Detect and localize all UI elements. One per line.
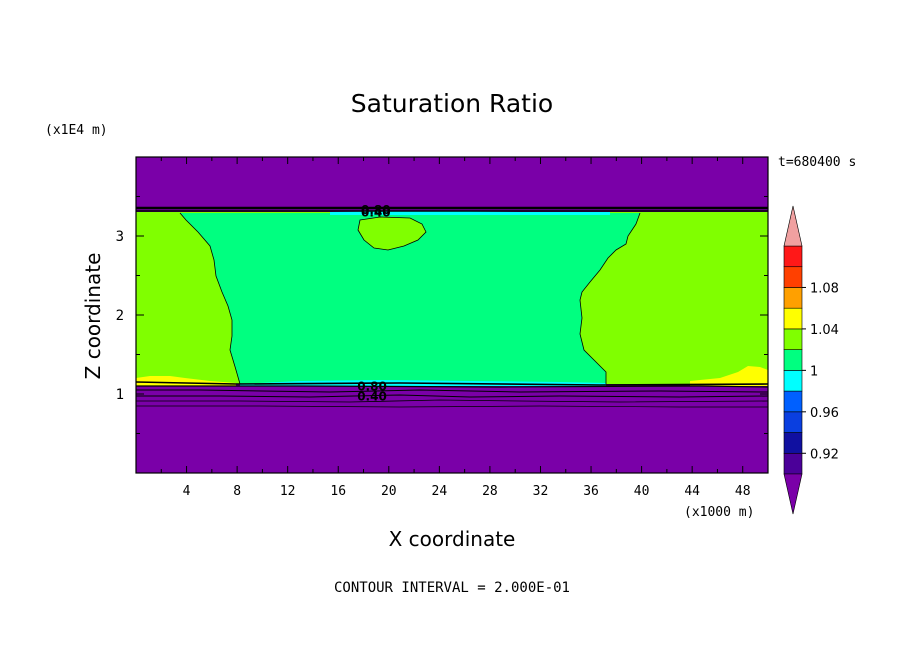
contour-line-left-boundary bbox=[179, 212, 241, 385]
colorbar-tick-label: 1.08 bbox=[810, 281, 839, 296]
contour-label: 0.40 bbox=[361, 206, 391, 220]
colorbar-tick-label: 0.92 bbox=[810, 447, 839, 462]
contour-label: 0.80 bbox=[357, 379, 387, 393]
colorbar-under-arrow bbox=[783, 473, 803, 515]
contour-line-base-5 bbox=[136, 399, 768, 403]
colorbar-swatch bbox=[783, 432, 803, 454]
x-tick-label: 4 bbox=[183, 484, 191, 499]
contour-line-bubble bbox=[357, 216, 427, 251]
colorbar-tick-label: 1.04 bbox=[810, 323, 839, 338]
contour-lines bbox=[136, 206, 768, 408]
x-tick-label: 20 bbox=[381, 484, 397, 499]
y-tick-label: 1 bbox=[116, 387, 124, 403]
time-label: t=680400 s bbox=[778, 155, 856, 170]
x-tick-label: 12 bbox=[280, 484, 296, 499]
x-tick-label: 24 bbox=[432, 484, 448, 499]
contour-line-base-4 bbox=[136, 394, 768, 398]
colorbar-tick-label: 1 bbox=[810, 364, 818, 379]
contour-line-base-3 bbox=[136, 389, 768, 393]
contour-line-right-boundary bbox=[579, 212, 641, 384]
supersaturated-region-right bbox=[690, 366, 768, 386]
colorbar: 0.92 0.96 1 1.04 1.08 bbox=[783, 205, 839, 515]
x-tick-label: 40 bbox=[634, 484, 650, 499]
colorbar-swatch bbox=[783, 390, 803, 413]
x-tick-label: 28 bbox=[482, 484, 498, 499]
plot-area: 0.800.400.800.40 4 8 12 16 20 24 28 32 36 40 44 48 … bbox=[116, 156, 769, 499]
colorbar-swatch bbox=[783, 452, 803, 475]
cloud-top-transition bbox=[330, 211, 610, 215]
contour-labels: 0.800.400.800.40 bbox=[357, 203, 390, 403]
saturated-bubble bbox=[358, 217, 426, 250]
contour-line-base-1 bbox=[136, 381, 768, 386]
colorbar-swatch bbox=[783, 245, 803, 268]
contour-label: 0.80 bbox=[361, 203, 391, 217]
y-axis-label: Z coordinate bbox=[81, 253, 105, 380]
y-tick-label: 2 bbox=[116, 308, 124, 324]
colorbar-over-arrow bbox=[783, 205, 803, 247]
y-axis-ticks: 1 2 3 bbox=[116, 196, 768, 434]
y-tick-label: 3 bbox=[116, 229, 124, 245]
x-axis-ticks: 4 8 12 16 20 24 28 32 36 40 44 48 bbox=[160, 157, 751, 499]
colorbar-swatch bbox=[783, 349, 803, 371]
x-tick-label: 16 bbox=[330, 484, 346, 499]
colorbar-swatch bbox=[783, 370, 803, 392]
x-axis-label: X coordinate bbox=[389, 527, 516, 551]
contour-line-base-2 bbox=[136, 385, 768, 388]
contour-line-base-6 bbox=[136, 405, 768, 408]
colorbar-swatch bbox=[783, 266, 803, 288]
x-tick-label: 36 bbox=[583, 484, 599, 499]
contour-label: 0.40 bbox=[357, 390, 387, 404]
y-unit-label: (x1E4 m) bbox=[45, 123, 108, 138]
colorbar-swatch bbox=[783, 411, 803, 433]
x-tick-label: 44 bbox=[684, 484, 700, 499]
colorbar-swatch bbox=[783, 328, 803, 350]
contour-interval-label: CONTOUR INTERVAL = 2.000E-01 bbox=[334, 580, 570, 596]
chart-title: Saturation Ratio bbox=[351, 89, 553, 118]
colorbar-swatch bbox=[783, 307, 803, 330]
x-tick-label: 32 bbox=[533, 484, 549, 499]
x-unit-label: (x1000 m) bbox=[684, 505, 754, 520]
colorbar-swatch bbox=[783, 287, 803, 309]
near-saturated-region bbox=[180, 213, 640, 384]
x-tick-label: 8 bbox=[233, 484, 241, 499]
colorbar-tick-label: 0.96 bbox=[810, 406, 839, 421]
x-tick-label: 48 bbox=[735, 484, 751, 499]
